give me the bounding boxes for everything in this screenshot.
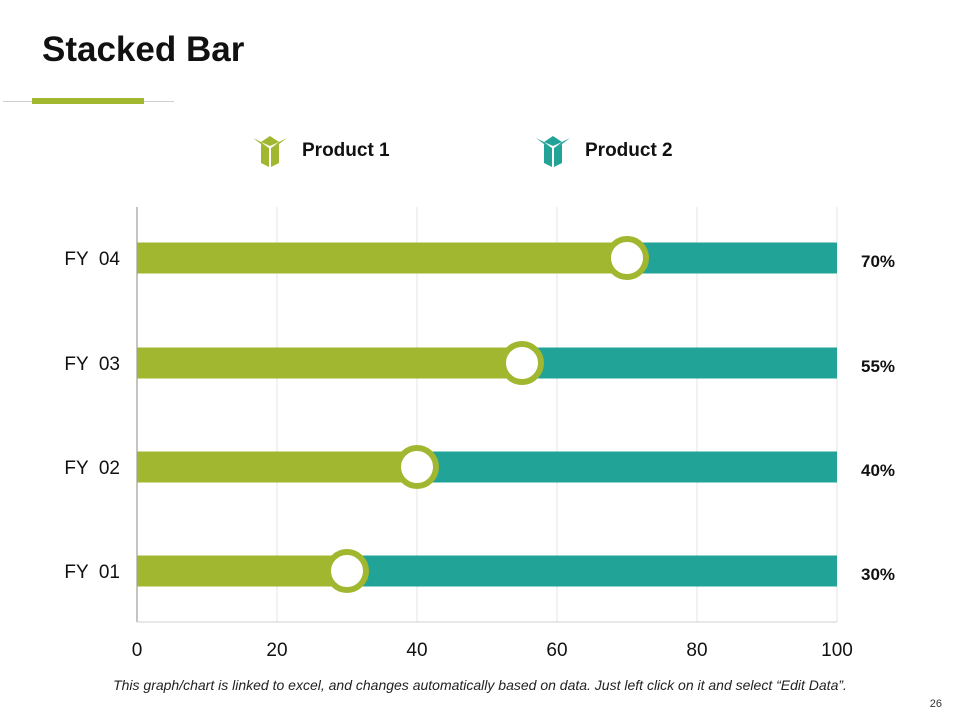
category-label: FY 04 (64, 249, 120, 270)
data-label: 40% (861, 461, 895, 480)
x-tick-label: 20 (266, 640, 287, 661)
category-label: FY 02 (64, 458, 120, 479)
x-tick-label: 80 (686, 640, 707, 661)
footnote: This graph/chart is linked to excel, and… (113, 677, 847, 693)
bar-segment-product-2 (417, 451, 837, 483)
bar-marker (605, 236, 649, 280)
legend-label: Product 1 (302, 140, 390, 161)
bar-segment-product-1 (137, 242, 627, 274)
bar-segment-product-1 (137, 347, 522, 379)
data-label: 30% (861, 565, 895, 584)
category-label: FY 01 (64, 562, 120, 583)
bar-segment-product-2 (627, 242, 837, 274)
page-number: 26 (929, 698, 942, 710)
x-tick-label: 60 (546, 640, 567, 661)
x-tick-label: 0 (132, 640, 143, 661)
bar-marker (325, 549, 369, 593)
box-icon (536, 136, 570, 167)
legend-label: Product 2 (585, 140, 673, 161)
bar-segment-product-1 (137, 451, 417, 483)
bar-marker (395, 445, 439, 489)
data-label: 55% (861, 357, 895, 376)
bar-segment-product-2 (347, 555, 837, 587)
bar-marker (500, 341, 544, 385)
bar-segment-product-1 (137, 555, 347, 587)
category-label: FY 03 (64, 354, 120, 375)
x-tick-label: 100 (821, 640, 853, 661)
page-title: Stacked Bar (42, 30, 245, 69)
title-accent-bar (32, 98, 144, 104)
data-label: 70% (861, 252, 895, 271)
bar-segment-product-2 (522, 347, 837, 379)
x-tick-label: 40 (406, 640, 427, 661)
box-icon (253, 136, 287, 167)
